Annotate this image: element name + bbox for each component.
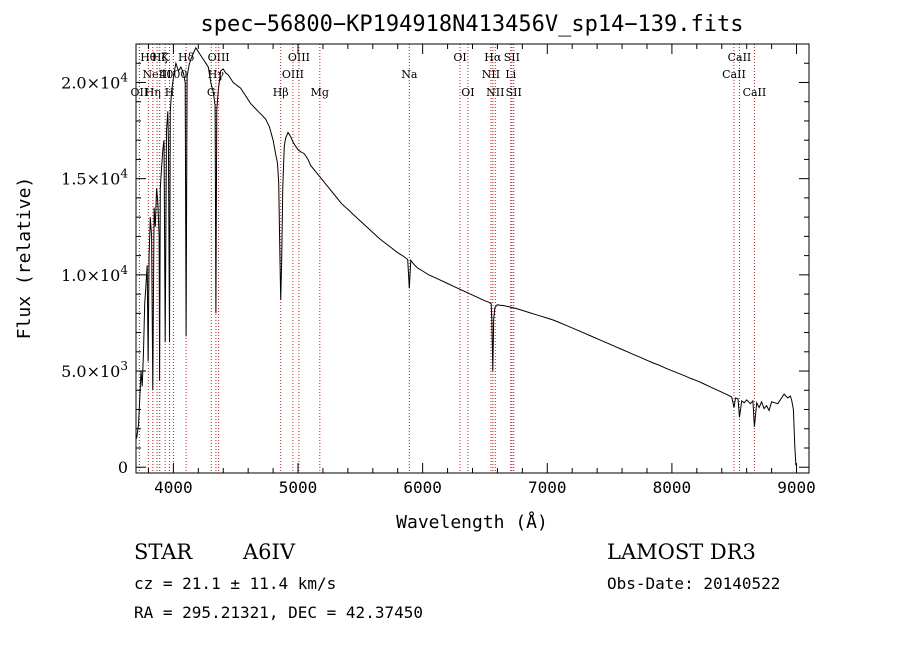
spectral-line-label: OIII <box>208 51 230 64</box>
spectral-line-label: CaII <box>728 51 752 64</box>
spectral-line-label: CaII <box>743 86 767 99</box>
y-tick-label: 1.0×104 <box>61 263 128 285</box>
spectral-line-label: OI <box>461 86 474 99</box>
spectral-line-label: OIII <box>282 68 304 81</box>
x-tick-label: 6000 <box>403 478 442 497</box>
spectral-line-label: Hβ <box>273 86 289 99</box>
object-subclass: A6IV <box>243 540 295 564</box>
x-tick-label: 9000 <box>777 478 816 497</box>
spectral-line-label: Hη <box>145 86 161 99</box>
spectral-line-label: Hζ <box>152 51 168 64</box>
y-tick-label: 1.5×104 <box>61 167 128 189</box>
y-tick-label: 5.0×103 <box>61 359 128 381</box>
spectral-line-label: CaII <box>722 68 746 81</box>
y-axis-label: Flux (relative) <box>14 177 35 340</box>
spectral-line-label: SII <box>504 51 520 64</box>
spectral-line-label: H <box>165 86 175 99</box>
y-tick-label: 2.0×104 <box>61 70 128 92</box>
spectral-line-label: K <box>161 51 170 64</box>
x-tick-label: 5000 <box>279 478 318 497</box>
plot-frame <box>135 43 810 474</box>
spectral-line-label: SII <box>506 86 522 99</box>
object-class: STAR <box>134 540 193 564</box>
spectral-line-label: NeIII <box>142 68 171 81</box>
spectral-line-label: G <box>207 86 216 99</box>
y-tick-label: 0 <box>118 458 128 477</box>
x-tick-label: 8000 <box>653 478 692 497</box>
spectral-line-label: NII <box>486 86 504 99</box>
observation-date: Obs-Date: 20140522 <box>607 574 781 593</box>
spectral-line-label: NII <box>482 68 500 81</box>
spectral-line-label: OIII <box>288 51 310 64</box>
x-tick-label: 4000 <box>154 478 193 497</box>
spectrum-chart: spec−56800−KP194918N413456V_sp14−139.fit… <box>14 12 816 533</box>
redshift-readout: cz = 21.1 ± 11.4 km/s <box>134 574 337 593</box>
spectral-line-label: Mg <box>311 86 329 99</box>
survey-name: LAMOST DR3 <box>607 540 756 564</box>
y-axis: 0 5.0×103 1.0×104 1.5×104 2.0×104 <box>61 62 809 477</box>
spectral-line-label: Hθ <box>140 51 157 64</box>
x-tick-label: 7000 <box>528 478 567 497</box>
spectral-line-label: Li <box>505 68 516 81</box>
spectral-line-label: OII <box>131 86 149 99</box>
chart-title: spec−56800−KP194918N413456V_sp14−139.fit… <box>200 12 743 37</box>
spectral-line-label: OI <box>453 51 466 64</box>
spectrum-line <box>136 46 797 466</box>
coordinates-readout: RA = 295.21321, DEC = 42.37450 <box>134 603 423 622</box>
spectral-line-label: Hα <box>484 51 502 64</box>
x-axis: 4000 5000 6000 7000 8000 9000 <box>147 44 816 497</box>
spectral-line-label: Na <box>401 68 418 81</box>
x-axis-label: Wavelength (Å) <box>396 511 548 533</box>
